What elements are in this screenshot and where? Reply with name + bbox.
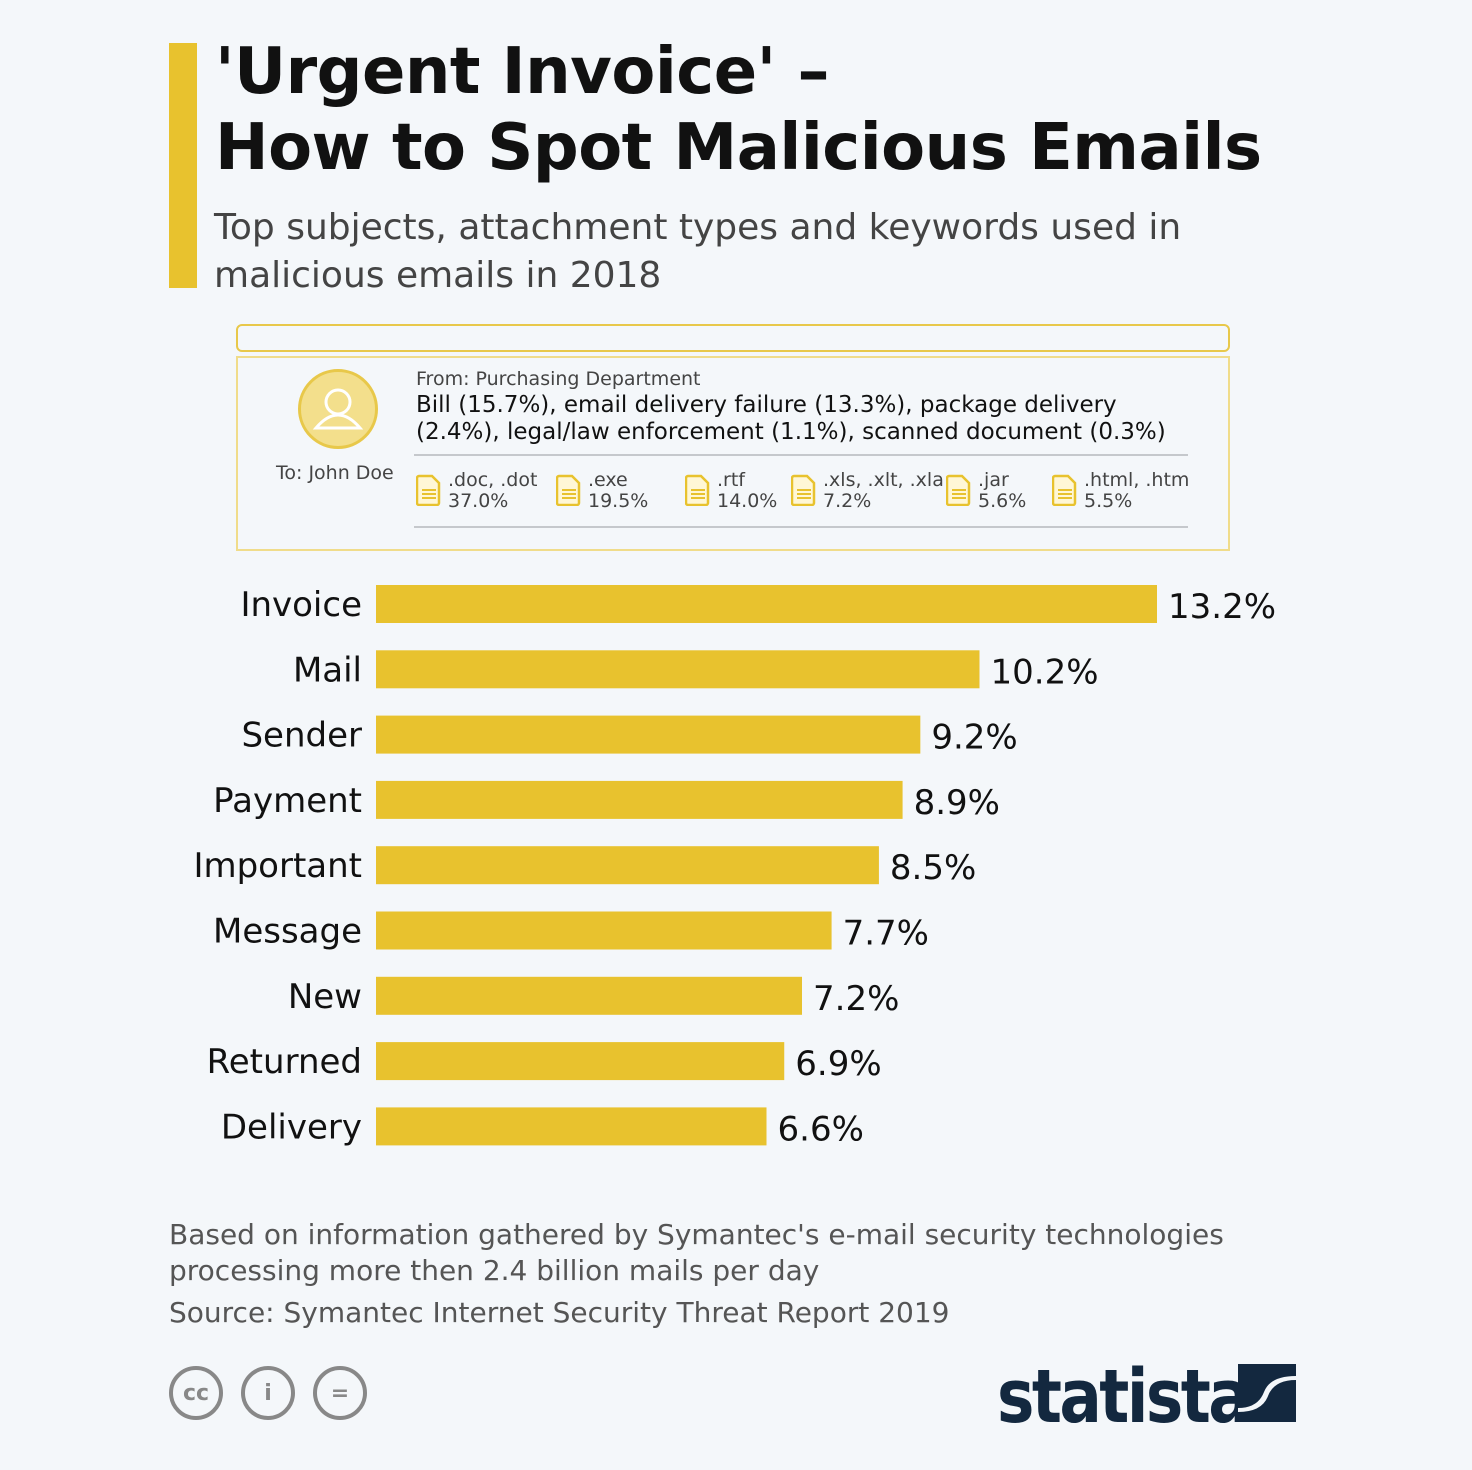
subtitle: Top subjects, attachment types and keywo…	[214, 207, 1182, 296]
no-derivatives-icon: =	[313, 1366, 367, 1420]
document-icon	[416, 474, 441, 506]
source: Source: Symantec Internet Security Threa…	[169, 1296, 950, 1329]
document-icon	[1052, 474, 1077, 506]
value-label: 9.2%	[931, 718, 1017, 758]
category-label: Payment	[213, 781, 362, 821]
attachment-share: 14.0%	[717, 490, 778, 512]
divider	[414, 454, 1188, 456]
document-icon	[791, 474, 816, 506]
value-label: 10.2%	[991, 652, 1099, 692]
bar-returned	[376, 1042, 785, 1081]
attachment-item: .html, .htm 5.5%	[1052, 470, 1189, 512]
attachment-share: 7.2%	[823, 490, 872, 512]
email-to: To: John Doe	[276, 462, 394, 484]
attachment-share: 5.5%	[1084, 490, 1133, 512]
user-avatar-icon	[298, 369, 378, 449]
attachment-item: .xls, .xlt, .xla 7.2%	[791, 470, 944, 512]
document-icon	[946, 474, 971, 506]
bar-chart: Invoice 13.2% Mail 10.2% Sender 9.2% Payment 8.…	[193, 585, 1276, 1149]
attachment-share: 37.0%	[448, 490, 509, 512]
attachment-type: .exe	[588, 469, 628, 491]
attachment-share: 19.5%	[588, 490, 649, 512]
value-label: 8.5%	[890, 848, 976, 888]
attachment-share: 5.6%	[978, 490, 1027, 512]
value-label: 6.6%	[778, 1109, 864, 1149]
email-from: From: Purchasing Department	[416, 368, 701, 390]
attachment-item: .rtf 14.0%	[685, 470, 777, 512]
value-label: 6.9%	[795, 1044, 881, 1084]
category-label: New	[288, 977, 362, 1017]
category-label: Important	[193, 846, 362, 886]
attachment-item: .exe 19.5%	[556, 470, 648, 512]
value-label: 8.9%	[914, 783, 1000, 823]
value-label: 7.2%	[813, 979, 899, 1019]
category-label: Delivery	[221, 1107, 362, 1147]
category-label: Invoice	[240, 585, 362, 625]
category-label: Message	[213, 912, 362, 952]
attachment-item: .doc, .dot 37.0%	[416, 470, 537, 512]
page-title: 'Urgent Invoice' – How to Spot Malicious…	[215, 34, 1262, 186]
attachment-type: .jar	[978, 469, 1009, 491]
statista-logo: statista	[997, 1354, 1251, 1440]
email-card	[236, 356, 1230, 551]
footnote: Based on information gathered by Symante…	[169, 1218, 1224, 1287]
attribution-icon: i	[241, 1366, 295, 1420]
bar-sender	[376, 715, 921, 754]
bar-mail	[376, 650, 980, 689]
attachment-item: .jar 5.6%	[946, 470, 1026, 512]
document-icon	[685, 474, 710, 506]
bar-delivery	[376, 1107, 767, 1146]
attachment-type: .html, .htm	[1084, 469, 1190, 491]
title-line-2: How to Spot Malicious Emails	[215, 111, 1262, 185]
value-label: 7.7%	[843, 914, 929, 954]
category-label: Returned	[207, 1042, 362, 1082]
statista-logo-icon	[1238, 1364, 1296, 1422]
attachment-type: .xls, .xlt, .xla	[823, 469, 944, 491]
title-line-1: 'Urgent Invoice' –	[215, 35, 829, 109]
attachment-type: .rtf	[717, 469, 745, 491]
document-icon	[556, 474, 581, 506]
divider	[414, 526, 1188, 528]
bar-important	[376, 846, 879, 885]
bar-new	[376, 976, 802, 1015]
accent-bar	[169, 43, 197, 288]
bar-payment	[376, 780, 903, 819]
email-subjects: Bill (15.7%), email delivery failure (13…	[416, 392, 1166, 445]
category-label: Mail	[293, 650, 362, 690]
value-label: 13.2%	[1168, 587, 1276, 627]
bar-message	[376, 911, 832, 950]
cc-icon: cc	[169, 1366, 223, 1420]
bar-invoice	[376, 585, 1157, 623]
category-label: Sender	[241, 716, 362, 756]
email-header-bar	[236, 324, 1230, 352]
attachment-type: .doc, .dot	[448, 469, 538, 491]
